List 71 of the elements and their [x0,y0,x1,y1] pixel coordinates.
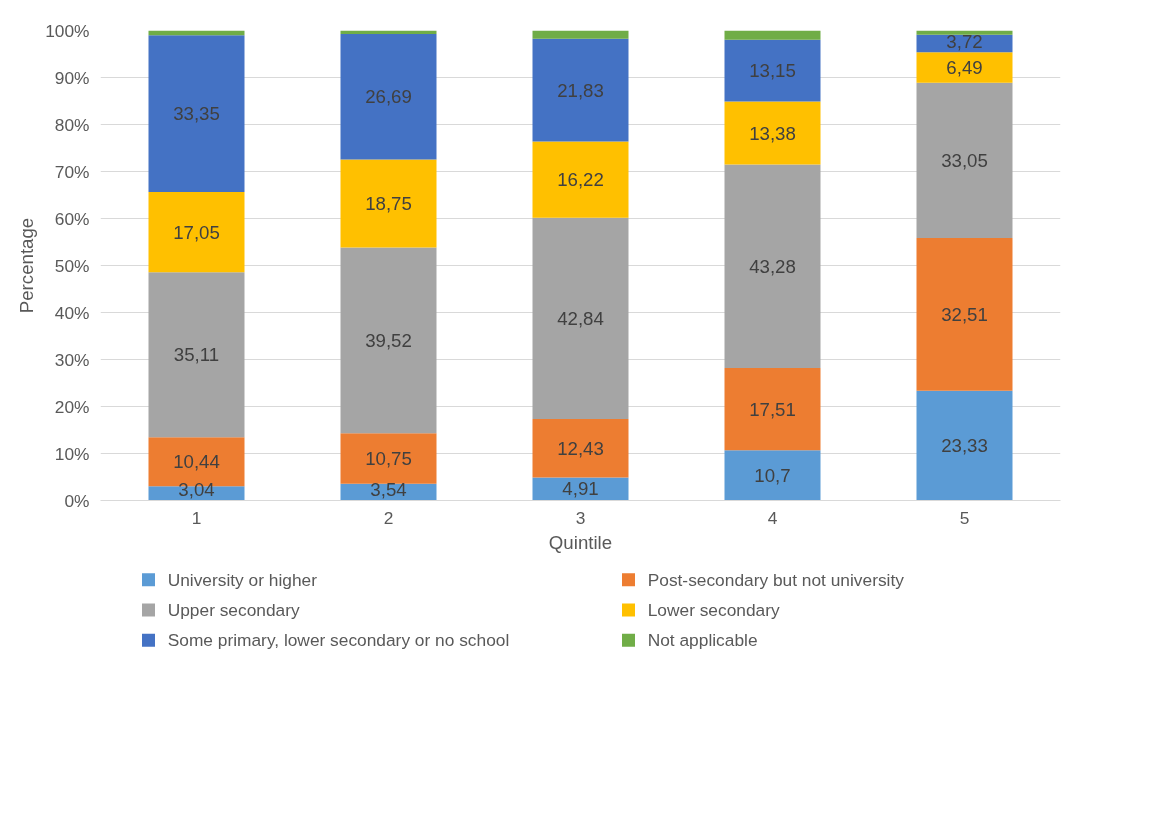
data-label: 26,69 [365,86,412,108]
y-tick-label: 50% [54,255,90,276]
data-label: 33,05 [941,149,988,171]
bar [340,159,437,248]
bar [916,30,1013,35]
bar [916,82,1013,239]
legend-label: Lower secondary [647,600,780,621]
data-label: 13,15 [749,60,796,82]
legend-label: Upper secondary [167,600,300,621]
data-label: 17,51 [749,398,796,420]
data-label: 35,11 [173,344,220,366]
bar [532,30,629,39]
y-tick-label: 10% [54,443,90,464]
data-label: 21,83 [557,79,604,101]
data-label: 12,43 [557,437,604,459]
bar [340,433,437,484]
data-label: 10,44 [173,451,220,473]
y-tick-label: 80% [54,114,90,135]
x-tick-label: 2 [383,507,394,528]
x-tick-label: 3 [575,507,586,528]
bar [340,247,437,434]
data-label: 32,51 [941,303,988,325]
y-tick-label: 70% [54,161,90,182]
data-label: 6,49 [946,56,983,78]
x-axis-title: Quintile [548,531,613,553]
y-tick-label: 20% [54,396,90,417]
bar [724,164,821,368]
data-label: 10,7 [754,464,791,486]
bar [916,390,1013,501]
x-tick-label: 1 [191,507,202,528]
data-label: 3,72 [946,30,983,52]
y-tick-label: 60% [54,208,90,229]
y-tick-label: 0% [64,490,90,511]
bar [148,272,245,438]
data-label: 42,84 [557,307,604,329]
legend-label: University or higher [167,569,318,590]
bar [916,52,1013,83]
legend-label: Post-secondary but not university [647,569,905,590]
bar [724,101,821,165]
y-tick-label: 90% [54,67,90,88]
bar [532,141,629,218]
bar [340,34,437,160]
bar [148,191,245,273]
bar [724,39,821,102]
legend-label: Some primary, lower secondary or no school [167,630,510,651]
y-tick-label: 30% [54,349,90,370]
data-label: 13,38 [749,122,796,144]
y-tick-label: 100% [45,20,90,41]
bar [532,419,629,478]
bar [532,38,629,142]
data-label: 18,75 [365,193,412,215]
data-label: 39,52 [365,329,412,351]
x-tick-label: 5 [959,507,970,528]
data-label: 43,28 [749,255,796,277]
x-tick-label: 4 [767,507,778,528]
bar [724,450,821,501]
bar [724,30,821,40]
y-axis-title: Percentage [16,217,38,314]
bar [532,217,629,419]
legend-label: Not applicable [647,630,758,651]
data-label: 16,22 [557,169,604,191]
data-label: 3,54 [370,479,407,501]
y-tick-label: 40% [54,302,90,323]
bar [148,35,245,192]
bar [724,367,821,451]
data-label: 23,33 [941,435,988,457]
data-label: 4,91 [562,478,599,500]
data-label: 33,35 [173,103,220,125]
bar [916,238,1013,391]
data-label: 17,05 [173,221,220,243]
data-label: 10,75 [365,448,412,470]
